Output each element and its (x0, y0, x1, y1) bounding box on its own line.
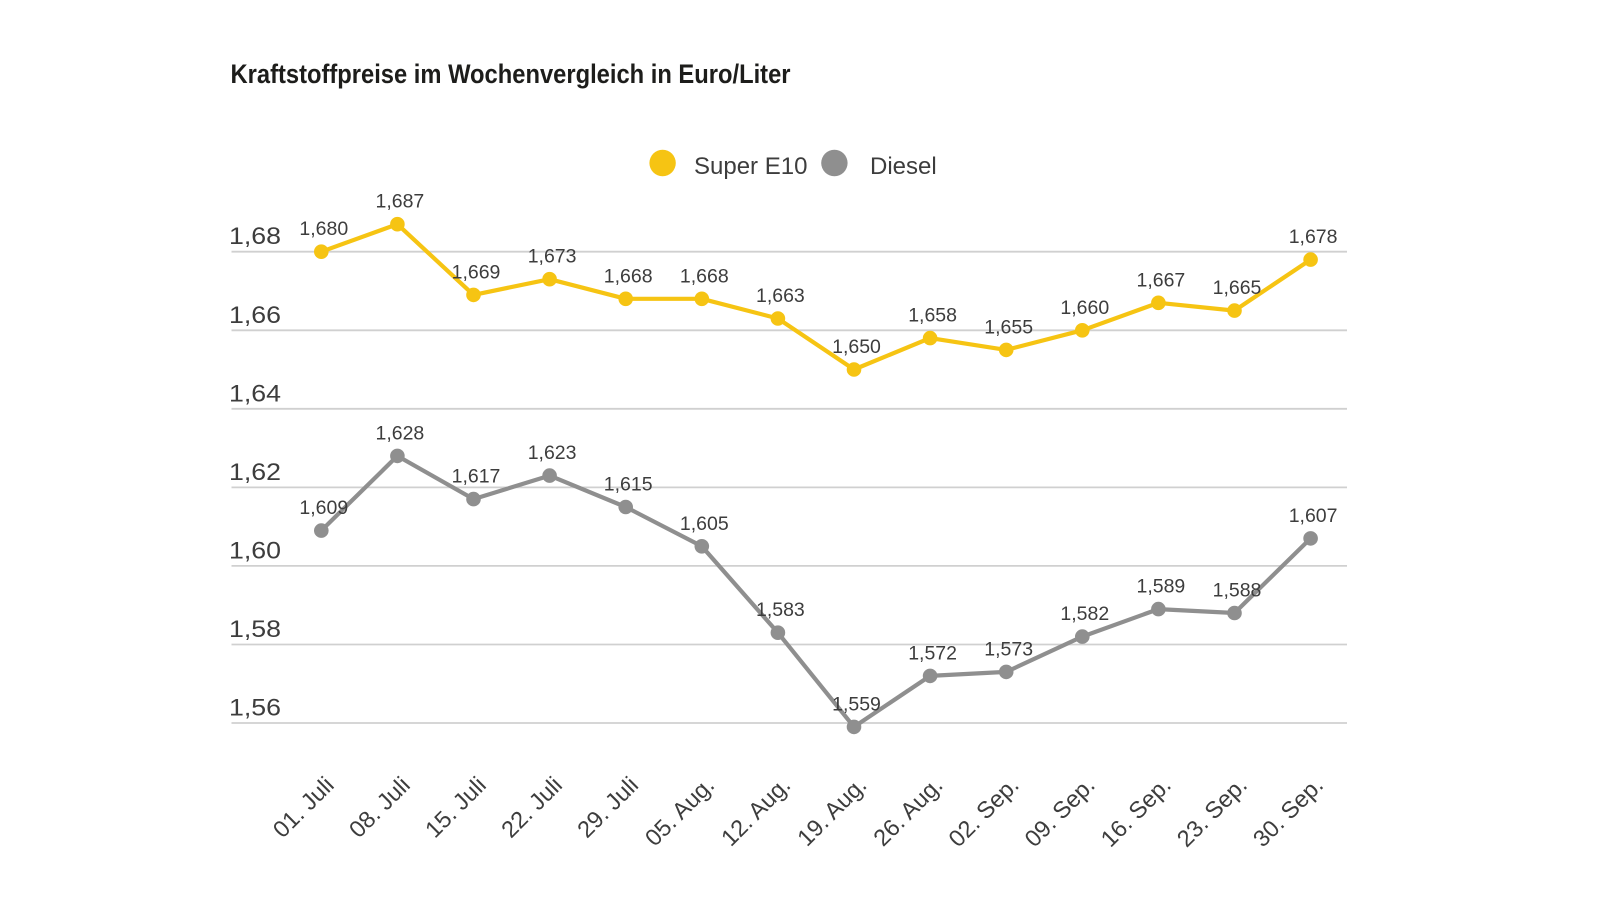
svg-text:1,583: 1,583 (756, 599, 805, 621)
svg-text:1,687: 1,687 (375, 191, 424, 213)
svg-text:1,669: 1,669 (452, 261, 501, 283)
svg-text:1,667: 1,667 (1136, 269, 1185, 291)
svg-text:1,615: 1,615 (604, 474, 653, 496)
svg-text:1,58: 1,58 (229, 616, 281, 643)
svg-text:1,668: 1,668 (604, 265, 653, 287)
svg-text:1,56: 1,56 (229, 695, 281, 722)
svg-text:1,559: 1,559 (832, 693, 881, 715)
svg-text:1,589: 1,589 (1136, 576, 1185, 598)
svg-text:1,663: 1,663 (756, 285, 805, 307)
svg-text:1,673: 1,673 (528, 246, 577, 268)
svg-text:1,573: 1,573 (984, 638, 1033, 660)
svg-text:1,678: 1,678 (1289, 226, 1338, 248)
svg-text:1,572: 1,572 (908, 642, 957, 664)
svg-text:1,658: 1,658 (908, 305, 957, 327)
svg-text:1,68: 1,68 (229, 223, 281, 250)
svg-text:1,655: 1,655 (984, 316, 1033, 338)
svg-text:1,628: 1,628 (375, 422, 424, 444)
svg-text:Kraftstoffpreise im Wochenverg: Kraftstoffpreise im Wochenvergleich in E… (231, 59, 791, 89)
svg-text:1,64: 1,64 (229, 380, 281, 407)
svg-text:1,66: 1,66 (229, 302, 281, 329)
svg-text:Diesel: Diesel (870, 153, 937, 180)
svg-text:1,665: 1,665 (1213, 277, 1262, 299)
svg-text:1,650: 1,650 (832, 336, 881, 358)
svg-text:1,660: 1,660 (1060, 297, 1109, 319)
svg-text:1,609: 1,609 (299, 497, 348, 519)
svg-text:1,605: 1,605 (680, 513, 729, 535)
svg-text:1,588: 1,588 (1213, 580, 1262, 602)
svg-text:1,62: 1,62 (229, 459, 281, 486)
svg-text:1,680: 1,680 (299, 218, 348, 240)
svg-text:1,668: 1,668 (680, 265, 729, 287)
svg-text:1,617: 1,617 (452, 466, 501, 488)
svg-text:1,582: 1,582 (1060, 603, 1109, 625)
svg-text:1,623: 1,623 (528, 442, 577, 464)
svg-text:1,607: 1,607 (1289, 505, 1338, 527)
svg-text:1,60: 1,60 (229, 537, 281, 564)
svg-text:Super E10: Super E10 (694, 153, 807, 180)
